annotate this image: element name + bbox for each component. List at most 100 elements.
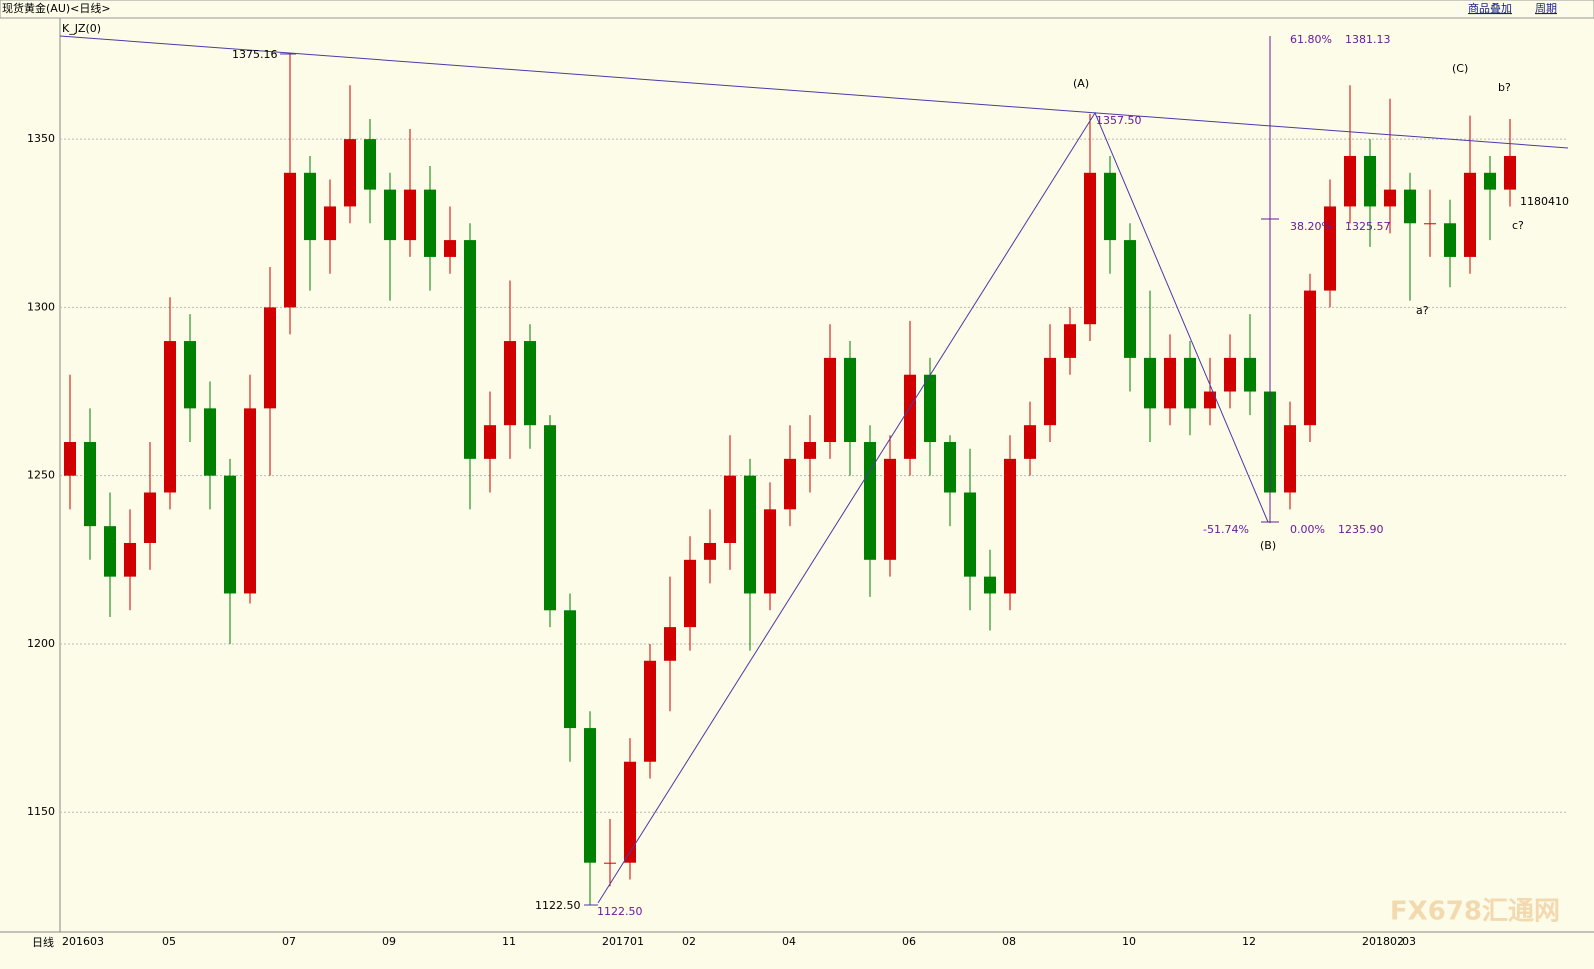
trend-line bbox=[59, 35, 1569, 149]
candle-body bbox=[324, 206, 336, 241]
annotation: a? bbox=[1416, 304, 1429, 317]
x-tick-label: 07 bbox=[282, 935, 296, 948]
x-tick-label: 03 bbox=[1402, 935, 1416, 948]
candle-body bbox=[744, 475, 756, 594]
candle-body bbox=[1404, 189, 1416, 224]
candle-body bbox=[724, 475, 736, 543]
candle-body bbox=[264, 307, 276, 409]
x-tick-label: 04 bbox=[782, 935, 796, 948]
candle-body bbox=[984, 576, 996, 594]
menu-item[interactable]: 周期 bbox=[1535, 2, 1557, 15]
candle-body bbox=[344, 139, 356, 207]
candle-body bbox=[484, 425, 496, 459]
header-title: 现货黄金(AU)<日线> bbox=[2, 1, 111, 15]
candle-body bbox=[444, 240, 456, 257]
annotation: b? bbox=[1498, 81, 1511, 94]
x-tick-label: 201802 bbox=[1362, 935, 1404, 948]
annotation: 1325.57 bbox=[1345, 220, 1391, 233]
candle-body bbox=[564, 610, 576, 729]
menu-item[interactable]: 商品叠加 bbox=[1468, 1, 1512, 15]
candle-body bbox=[944, 442, 956, 493]
x-tick-label: 201603 bbox=[62, 935, 104, 948]
candle-body bbox=[604, 862, 616, 864]
candle-body bbox=[1044, 357, 1056, 426]
candle-body bbox=[1504, 155, 1516, 190]
annotation: 1180410 bbox=[1520, 195, 1569, 208]
candle-body bbox=[1084, 172, 1096, 325]
candle-body bbox=[1004, 458, 1016, 594]
candle-body bbox=[84, 442, 96, 527]
candle-body bbox=[1124, 240, 1136, 358]
candle-body bbox=[1464, 172, 1476, 257]
candle-body bbox=[824, 357, 836, 443]
candle-body bbox=[964, 492, 976, 577]
candle-body bbox=[424, 189, 436, 257]
candle-body bbox=[544, 425, 556, 611]
candle-body bbox=[844, 357, 856, 443]
y-tick-label: 1300 bbox=[27, 300, 55, 313]
candle-body bbox=[244, 408, 256, 594]
candle-body bbox=[704, 542, 716, 560]
annotation: c? bbox=[1512, 219, 1524, 232]
candle-body bbox=[864, 442, 876, 560]
candle-body bbox=[1024, 425, 1036, 459]
annotation: 61.80% bbox=[1290, 33, 1332, 46]
candle-body bbox=[1184, 357, 1196, 409]
candle-body bbox=[524, 341, 536, 426]
candle-body bbox=[384, 189, 396, 241]
candle-body bbox=[1244, 357, 1256, 392]
candle-body bbox=[584, 728, 596, 863]
candle-body bbox=[684, 559, 696, 628]
y-tick-label: 1250 bbox=[27, 469, 55, 482]
y-tick-label: 1350 bbox=[27, 132, 55, 145]
annotation: 1357.50 bbox=[1096, 114, 1142, 127]
candle-body bbox=[1064, 324, 1076, 358]
candle-body bbox=[1304, 290, 1316, 426]
y-tick-label: 1200 bbox=[27, 637, 55, 650]
annotation: 1122.50 bbox=[597, 905, 643, 918]
candle-body bbox=[1164, 357, 1176, 409]
x-tick-label: 09 bbox=[382, 935, 396, 948]
indicator-label: K_JZ(0) bbox=[62, 22, 101, 35]
candle-body bbox=[64, 442, 76, 476]
y-tick-label: 1150 bbox=[27, 805, 55, 818]
candle-body bbox=[144, 492, 156, 543]
x-tick-label: 02 bbox=[682, 935, 696, 948]
annotation: 1375.16 bbox=[232, 48, 278, 61]
annotation: 38.20% bbox=[1290, 220, 1332, 233]
x-tick-label: 05 bbox=[162, 935, 176, 948]
candle-body bbox=[124, 542, 136, 577]
candle-body bbox=[784, 458, 796, 510]
candle-body bbox=[224, 475, 236, 594]
watermark: FX678汇通网 bbox=[1390, 897, 1560, 927]
wave-line bbox=[597, 111, 1269, 904]
candle-body bbox=[1484, 172, 1496, 190]
candle-body bbox=[284, 172, 296, 308]
candle-body bbox=[104, 526, 116, 577]
annotation: (A) bbox=[1073, 77, 1089, 90]
candle-body bbox=[204, 408, 216, 476]
candle-body bbox=[1284, 425, 1296, 493]
x-tick-label: 06 bbox=[902, 935, 916, 948]
candle-body bbox=[904, 374, 916, 459]
annotation: 1122.50 bbox=[535, 899, 581, 912]
candle-body bbox=[924, 374, 936, 443]
candle-body bbox=[764, 509, 776, 594]
candle-body bbox=[1384, 189, 1396, 207]
candle-body bbox=[1424, 223, 1436, 225]
candle-body bbox=[184, 341, 196, 409]
candle-body bbox=[364, 139, 376, 190]
x-tick-label: 12 bbox=[1242, 935, 1256, 948]
x-tick-label: 201701 bbox=[602, 935, 644, 948]
annotation: 1235.90 bbox=[1338, 523, 1384, 536]
annotation: (C) bbox=[1452, 62, 1468, 75]
drawings bbox=[59, 35, 1569, 906]
candle-body bbox=[1444, 223, 1456, 257]
candle-body bbox=[1224, 357, 1236, 392]
header-bar bbox=[0, 0, 1594, 19]
candle-body bbox=[304, 172, 316, 241]
candle-body bbox=[464, 240, 476, 459]
x-tick-label: 11 bbox=[502, 935, 516, 948]
